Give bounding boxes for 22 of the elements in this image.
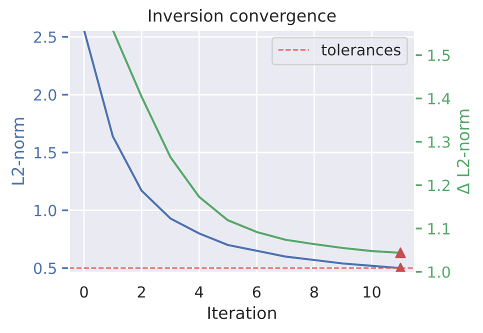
y2-axis-title: Δ L2-norm <box>456 110 470 194</box>
chart-title: Inversion convergence <box>148 8 336 26</box>
x-tick-label: 2 <box>138 286 145 298</box>
y2-tick-label: 1.1 <box>428 223 450 234</box>
y-tick-label: 1.5 <box>34 147 56 159</box>
y-tick-label: 0.5 <box>34 262 56 274</box>
y-tick-label: 2.5 <box>34 31 56 43</box>
x-tick-label: 10 <box>364 286 380 298</box>
x-tick-label: 6 <box>252 286 261 298</box>
y2-tick-label: 1.5 <box>428 50 450 62</box>
y2-tick-label: 1.2 <box>428 180 450 191</box>
y-tick-label: 1.0 <box>34 204 56 216</box>
y-tick-label: 2.0 <box>34 89 56 101</box>
y-axis-title: L2-norm <box>12 118 24 184</box>
x-tick-label: 8 <box>310 286 318 298</box>
x-axis-title: Iteration <box>208 306 276 320</box>
x-tick-label: 0 <box>80 286 88 298</box>
x-tick-label: 4 <box>195 286 204 298</box>
y2-tick-label: 1.3 <box>428 136 450 148</box>
y2-tick-label: 1.0 <box>428 266 450 278</box>
y2-tick-label: 1.4 <box>428 93 450 104</box>
legend-label: tolerances <box>321 44 400 56</box>
